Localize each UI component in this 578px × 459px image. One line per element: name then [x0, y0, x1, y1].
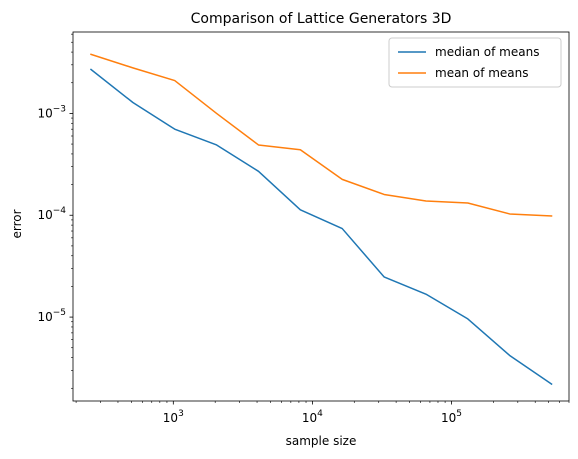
legend-box — [388, 37, 562, 88]
plot-area — [89, 53, 553, 386]
legend: median of means mean of means — [388, 37, 562, 88]
x-tick-label: 103 — [163, 409, 184, 425]
axes: 103 104 105 10−3 10−4 10−5 — [37, 31, 570, 425]
x-tick-label: 104 — [302, 409, 323, 425]
legend-label-1: median of means — [435, 45, 539, 59]
x-tick-label: 105 — [441, 409, 462, 425]
chart-title: Comparison of Lattice Generators 3D — [191, 11, 452, 27]
axes-frame — [72, 31, 570, 402]
y-axis-label: error — [10, 209, 24, 238]
x-axis-label: sample size — [286, 434, 357, 448]
y-tick-label: 10−4 — [37, 206, 66, 222]
series-line-2 — [90, 53, 553, 217]
series-line-1 — [89, 68, 553, 386]
y-tick-label: 10−3 — [37, 104, 66, 120]
y-tick-label: 10−5 — [37, 308, 66, 324]
legend-label-2: mean of means — [435, 66, 529, 80]
